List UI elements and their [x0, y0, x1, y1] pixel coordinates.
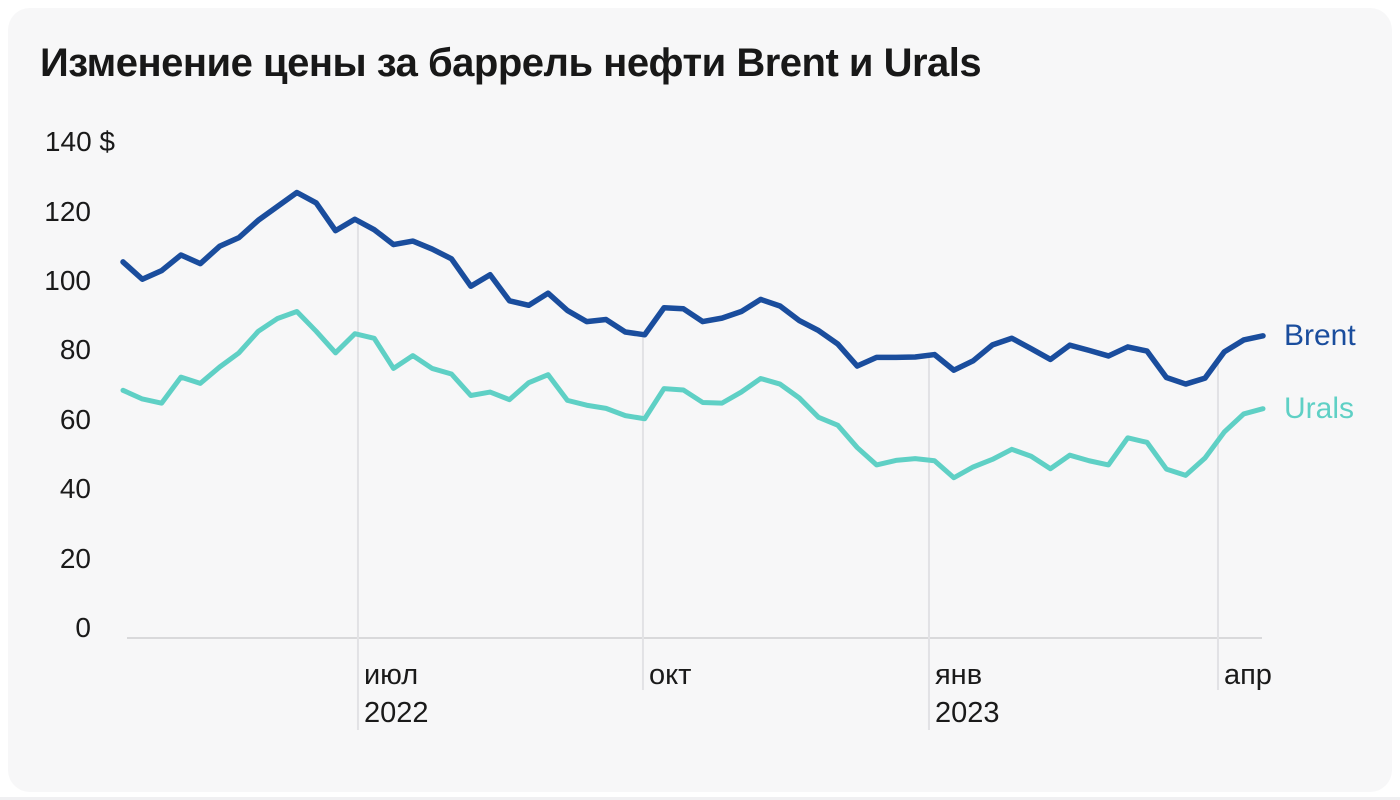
legend-label-brent: Brent: [1284, 318, 1356, 352]
y-axis-label-0: 0: [75, 612, 91, 643]
x-axis-label-окт: окт: [648, 659, 692, 691]
x-axis-label-июл: июл: [363, 659, 419, 691]
y-axis-label-140: 140 $: [44, 126, 115, 158]
y-axis-label-120: 120: [44, 195, 91, 227]
y-axis-label-40: 40: [59, 473, 91, 505]
x-axis-year-2023: 2023: [934, 697, 1000, 729]
legend-label-urals: Urals: [1284, 391, 1355, 425]
chart-card: Изменение цены за баррель нефти Brent и …: [8, 8, 1392, 792]
y-axis-label-100: 100: [44, 265, 91, 296]
next-card-edge: [0, 797, 1400, 800]
chart-title: Изменение цены за баррель нефти Brent и …: [40, 41, 982, 85]
y-axis-label-20: 20: [59, 542, 91, 574]
y-axis-label-60: 60: [59, 403, 91, 435]
brent-line: [120, 189, 1266, 387]
price-line-chart: [120, 189, 1266, 730]
x-axis-year-2022: 2022: [363, 697, 429, 729]
x-axis-label-апр: апр: [1223, 659, 1272, 691]
y-axis-label-80: 80: [59, 334, 91, 366]
urals-line: [120, 309, 1266, 481]
x-axis-label-янв: янв: [934, 659, 983, 691]
chart-area: 140 $ 120 100 80 60 40 20 0 июл 2022 окт янв 2023 апр…: [8, 8, 1392, 792]
